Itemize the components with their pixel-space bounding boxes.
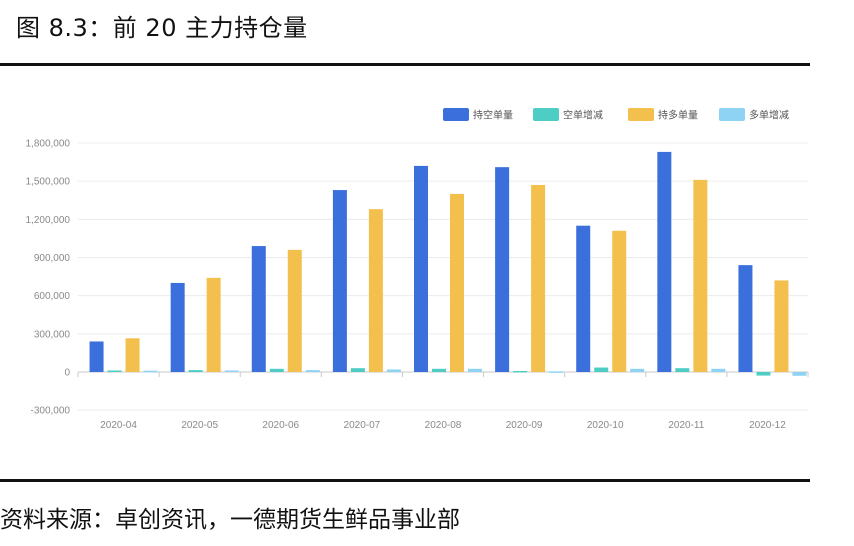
bar-series-3-2020-07: [386, 369, 401, 372]
x-axis: 2020-04 2020-05 2020-06 2020-07 2020-08 2020-…: [77, 372, 809, 431]
x-tick-label: 2020-07: [344, 420, 381, 431]
bar-series-0-2020-06: [251, 246, 266, 372]
legend-swatch-0: [443, 108, 469, 121]
x-tick-label: 2020-06: [262, 420, 299, 431]
top-rule: [0, 63, 810, 66]
y-tick-label: -300,000: [31, 406, 71, 417]
bar-series-2-2020-07: [368, 209, 383, 372]
bar-series-2-2020-04: [125, 338, 140, 372]
legend-swatch-3: [719, 108, 745, 121]
legend: 持空单量 空单增减 持多单量 多单增减: [443, 108, 789, 122]
bar-series-0-2020-04: [89, 341, 104, 372]
y-tick-label: 300,000: [34, 329, 71, 340]
bar-series-2-2020-12: [774, 280, 789, 372]
bar-series-3-2020-08: [468, 368, 482, 372]
bar-series-0-2020-07: [332, 190, 347, 372]
bar-series-1-2020-11: [675, 368, 690, 372]
y-tick-label: 1,200,000: [26, 215, 71, 226]
legend-label-3: 多单增减: [749, 109, 789, 122]
figure-title: 图 8.3：前 20 主力持仓量: [16, 14, 308, 42]
bar-series-3-2020-09: [549, 371, 564, 373]
y-tick-label: 1,800,000: [26, 139, 71, 150]
bar-series-1-2020-10: [594, 367, 609, 372]
y-tick-label: 1,500,000: [26, 177, 71, 188]
x-tick-label: 2020-08: [425, 420, 462, 431]
x-tick-label: 2020-12: [749, 420, 786, 431]
bar-series-3-2020-05: [224, 370, 239, 372]
bar-series-3-2020-12: [792, 372, 807, 376]
x-tick-label: 2020-11: [668, 420, 704, 431]
bar-series-2-2020-06: [287, 249, 302, 372]
bar-series-2-2020-09: [531, 184, 546, 372]
bar-series-2-2020-10: [612, 230, 627, 372]
source-note: 资料来源：卓创资讯，一德期货生鲜品事业部: [0, 507, 460, 533]
bar-series-0-2020-08: [414, 165, 428, 372]
legend-label-0: 持空单量: [473, 109, 513, 122]
legend-label-1: 空单增减: [563, 109, 603, 122]
y-tick-label: 900,000: [34, 253, 71, 264]
bar-series-1-2020-09: [513, 370, 528, 373]
bar-series-3-2020-11: [711, 368, 726, 372]
bar-series-1-2020-06: [269, 368, 284, 372]
bar-series-0-2020-10: [576, 225, 591, 372]
bar-series-2-2020-05: [206, 277, 221, 372]
bars: [89, 151, 807, 376]
bar-series-2-2020-11: [693, 179, 708, 372]
x-tick-label: 2020-10: [587, 420, 624, 431]
bottom-rule: [0, 479, 810, 482]
x-tick-label: 2020-04: [100, 420, 137, 431]
x-tick-label: 2020-05: [181, 420, 218, 431]
bar-series-1-2020-04: [107, 370, 122, 372]
bar-series-1-2020-08: [432, 368, 446, 372]
bar-series-0-2020-11: [657, 151, 672, 372]
bar-series-0-2020-09: [495, 167, 510, 372]
y-tick-label: 0: [64, 368, 70, 379]
legend-swatch-1: [533, 108, 559, 121]
y-tick-label: 600,000: [34, 291, 71, 302]
bar-series-3-2020-10: [630, 368, 645, 372]
bar-series-3-2020-06: [305, 370, 320, 372]
y-axis: -300,000 0 300,000 600,000 900,000 1,200,000 1…: [26, 139, 71, 417]
bar-series-0-2020-05: [170, 282, 185, 372]
bar-series-0-2020-12: [738, 265, 753, 372]
bar-series-1-2020-07: [350, 368, 365, 372]
bar-series-3-2020-04: [143, 370, 158, 373]
x-tick-label: 2020-09: [506, 420, 543, 431]
bar-series-1-2020-12: [756, 372, 771, 376]
bar-series-1-2020-05: [188, 370, 203, 372]
legend-label-2: 持多单量: [658, 109, 698, 122]
bar-series-2-2020-08: [450, 193, 464, 372]
legend-swatch-2: [628, 108, 654, 121]
